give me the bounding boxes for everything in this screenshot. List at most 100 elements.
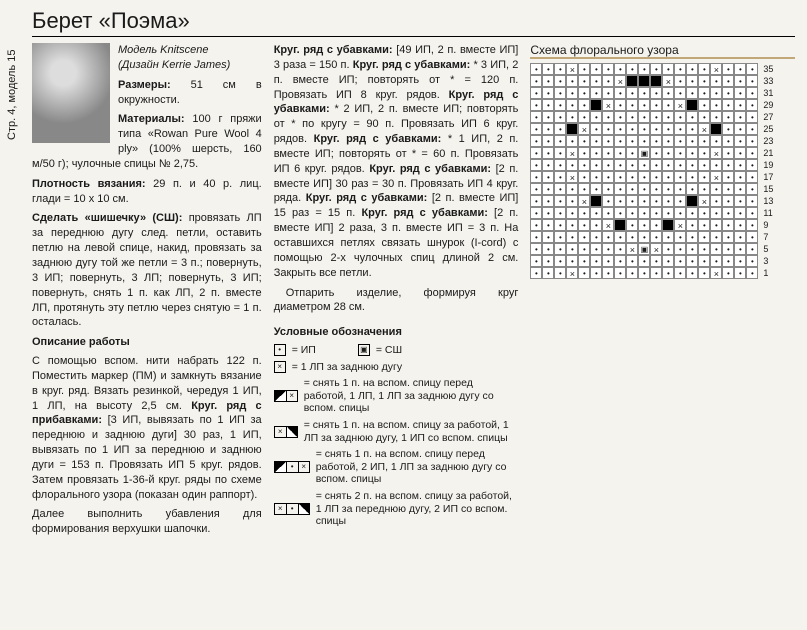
chart-cell xyxy=(530,111,542,123)
chart-cell xyxy=(638,267,650,279)
chart-cell xyxy=(638,87,650,99)
chart-cell xyxy=(542,231,554,243)
chart-cell xyxy=(686,75,698,87)
chart-cell xyxy=(722,267,734,279)
chart-cell xyxy=(746,243,758,255)
chart-cell xyxy=(722,75,734,87)
chart-cell xyxy=(578,195,590,207)
chart-cell xyxy=(734,231,746,243)
chart-cell xyxy=(554,219,566,231)
chart-cell xyxy=(626,183,638,195)
legend-lpback-text: = 1 ЛП за заднюю дугу xyxy=(292,361,402,374)
chart-cell xyxy=(734,135,746,147)
chart-cell xyxy=(674,75,686,87)
symbol-slip4: ×• xyxy=(274,503,310,515)
chart-cell xyxy=(566,63,578,75)
chart-cell xyxy=(626,75,638,87)
chart-cell xyxy=(662,195,674,207)
chart-cell xyxy=(530,219,542,231)
chart-cell xyxy=(578,75,590,87)
chart-cell xyxy=(722,183,734,195)
chart-cell xyxy=(662,171,674,183)
chart-row-number: 35 xyxy=(760,63,773,75)
chart-cell xyxy=(602,99,614,111)
chart-cell xyxy=(602,219,614,231)
chart-cell xyxy=(554,123,566,135)
chart-cell xyxy=(686,99,698,111)
chart-cell xyxy=(542,255,554,267)
chart-cell xyxy=(530,63,542,75)
chart-cell xyxy=(650,135,662,147)
chart-cell xyxy=(542,243,554,255)
chart-cell xyxy=(530,231,542,243)
chart-cell xyxy=(542,171,554,183)
chart-cell xyxy=(578,207,590,219)
chart-cell xyxy=(590,243,602,255)
chart-row-number: 13 xyxy=(760,195,773,207)
chart-cell xyxy=(566,135,578,147)
chart-cell xyxy=(698,87,710,99)
chart-cell xyxy=(626,255,638,267)
chart-cell xyxy=(710,63,722,75)
chart-cell xyxy=(710,267,722,279)
chart-cell xyxy=(698,123,710,135)
chart-cell xyxy=(746,147,758,159)
chart-cell xyxy=(686,147,698,159)
chart-cell xyxy=(650,63,662,75)
chart-cell xyxy=(614,219,626,231)
chart-grid xyxy=(530,63,758,279)
chart-cell xyxy=(626,87,638,99)
chart-cell xyxy=(674,231,686,243)
chart-cell xyxy=(542,75,554,87)
chart-cell xyxy=(578,219,590,231)
article-title: Берет «Поэма» xyxy=(32,8,795,34)
chart-cell xyxy=(638,159,650,171)
chart-cell xyxy=(722,171,734,183)
chart-cell xyxy=(614,171,626,183)
chart-cell xyxy=(614,99,626,111)
legend-slip2-text: = снять 1 п. на вспом. спицу за работой,… xyxy=(304,419,519,444)
chart-cell xyxy=(710,99,722,111)
chart-cell xyxy=(566,111,578,123)
chart-cell xyxy=(530,159,542,171)
chart-cell xyxy=(686,219,698,231)
chart-cell xyxy=(674,99,686,111)
legend-row-slip2: × = снять 1 п. на вспом. спицу за работо… xyxy=(274,419,519,444)
chart-cell xyxy=(638,207,650,219)
chart-cell xyxy=(734,219,746,231)
legend-row-slip1: × = снять 1 п. на вспом. спицу перед раб… xyxy=(274,377,519,415)
chart-cell xyxy=(578,135,590,147)
chart-cell xyxy=(734,75,746,87)
chart-cell xyxy=(530,255,542,267)
dec4-label: Круг. ряд с убавками: xyxy=(314,133,442,145)
chart-cell xyxy=(650,195,662,207)
symbol-ip: • xyxy=(274,344,286,356)
chart-cell xyxy=(542,63,554,75)
chart-cell xyxy=(614,111,626,123)
chart-cell xyxy=(662,231,674,243)
chart-cell xyxy=(638,75,650,87)
chart-cell xyxy=(626,147,638,159)
chart-cell xyxy=(590,195,602,207)
chart-title: Схема флорального узора xyxy=(530,43,795,59)
chart-cell xyxy=(542,135,554,147)
work-p1: С помощью вспом. нити набрать 122 п. Пом… xyxy=(32,354,262,502)
chart-cell xyxy=(530,147,542,159)
chart-row-number: 17 xyxy=(760,171,773,183)
chart-cell xyxy=(554,171,566,183)
bobble-label: Сделать «шишечку» (СШ): xyxy=(32,212,182,224)
chart-cell xyxy=(710,147,722,159)
chart-cell xyxy=(626,243,638,255)
chart-cell xyxy=(698,135,710,147)
chart-cell xyxy=(638,63,650,75)
chart-cell xyxy=(662,219,674,231)
chart-cell xyxy=(710,183,722,195)
bobble: Сделать «шишечку» (СШ): провязать ЛП за … xyxy=(32,211,262,330)
chart-cell xyxy=(650,147,662,159)
chart-cell xyxy=(746,267,758,279)
chart-cell xyxy=(530,195,542,207)
chart-cell xyxy=(542,219,554,231)
content-columns: Модель Knitscene (Дизайн Kerrie James) Р… xyxy=(32,43,795,542)
chart-cell xyxy=(602,243,614,255)
chart-cell xyxy=(662,123,674,135)
